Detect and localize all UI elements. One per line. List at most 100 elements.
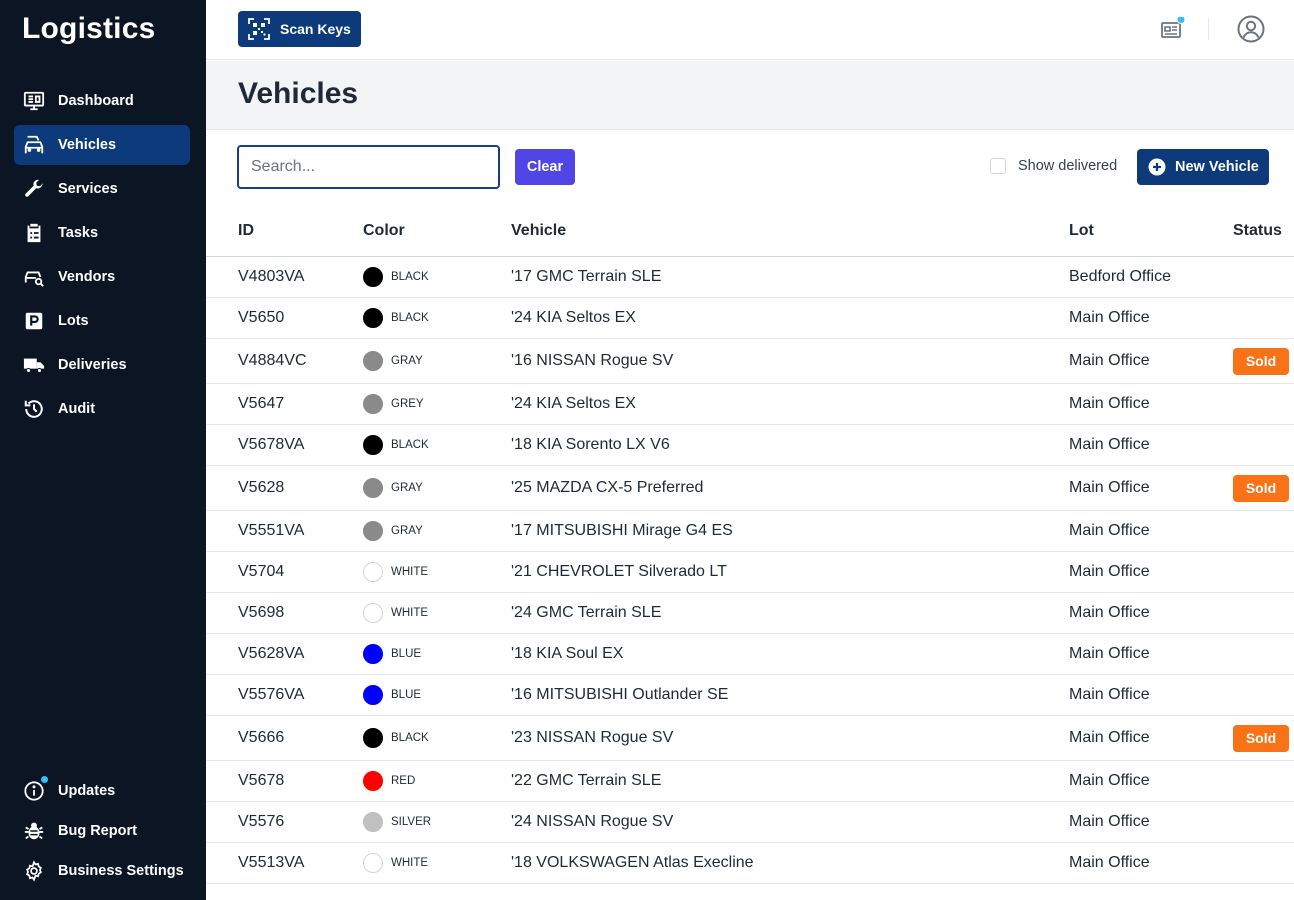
vehicle-name: '24 KIA Seltos EX bbox=[511, 309, 636, 326]
color-name: WHITE bbox=[391, 566, 429, 578]
vehicle-lot: Main Office bbox=[1069, 309, 1150, 326]
sidebar-item-label: Services bbox=[58, 181, 118, 197]
show-delivered-toggle[interactable]: Show delivered bbox=[990, 158, 1117, 174]
color-swatch bbox=[363, 685, 383, 705]
sidebar-item-bug-report[interactable]: Bug Report bbox=[14, 811, 190, 851]
color-swatch bbox=[363, 603, 383, 623]
sidebar-item-business-settings[interactable]: Business Settings bbox=[14, 851, 190, 891]
vehicle-color: BLUE bbox=[363, 634, 421, 674]
column-header-status[interactable]: Status bbox=[1233, 222, 1282, 239]
info-icon bbox=[23, 774, 50, 802]
column-header-lot[interactable]: Lot bbox=[1069, 222, 1094, 239]
table-row[interactable]: V5647 GREY '24 KIA Seltos EX Main Office bbox=[206, 384, 1294, 425]
color-swatch bbox=[363, 521, 383, 541]
color-name: SILVER bbox=[391, 816, 432, 828]
table-row[interactable]: V5576 SILVER '24 NISSAN Rogue SV Main Offic… bbox=[206, 802, 1294, 843]
search-input[interactable] bbox=[237, 145, 500, 189]
table-row[interactable]: V5628 GRAY '25 MAZDA CX-5 Preferred Main Of… bbox=[206, 466, 1294, 511]
vehicle-lot: Main Office bbox=[1069, 479, 1150, 496]
sidebar-item-services[interactable]: Services bbox=[14, 169, 190, 209]
sidebar-item-dashboard[interactable]: Dashboard bbox=[14, 81, 190, 121]
vehicle-name: '17 MITSUBISHI Mirage G4 ES bbox=[511, 522, 733, 539]
vehicle-name: '18 KIA Sorento LX V6 bbox=[511, 436, 670, 453]
table-row[interactable]: V4884VC GRAY '16 NISSAN Rogue SV Main Offic… bbox=[206, 339, 1294, 384]
color-name: GRAY bbox=[391, 482, 423, 494]
vehicle-color: WHITE bbox=[363, 552, 428, 592]
vehicle-color: BLACK bbox=[363, 257, 429, 297]
show-delivered-checkbox[interactable] bbox=[990, 158, 1006, 174]
table-row[interactable]: V5628VA BLUE '18 KIA Soul EX Main Office bbox=[206, 634, 1294, 675]
table-row[interactable]: V5576VA BLUE '16 MITSUBISHI Outlander SE Ma… bbox=[206, 675, 1294, 716]
color-name: BLACK bbox=[391, 271, 429, 283]
vehicle-color: BLACK bbox=[363, 298, 429, 338]
vehicle-name: '24 KIA Seltos EX bbox=[511, 395, 636, 412]
sidebar-item-audit[interactable]: Audit bbox=[14, 389, 190, 429]
sidebar-item-updates[interactable]: Updates bbox=[14, 771, 190, 811]
vehicle-id: V5666 bbox=[238, 729, 285, 746]
vehicle-name: '22 GMC Terrain SLE bbox=[511, 772, 662, 789]
column-header-color[interactable]: Color bbox=[363, 222, 405, 239]
vehicle-id: V5704 bbox=[238, 563, 285, 580]
color-name: BLUE bbox=[391, 648, 422, 660]
vehicle-status: Sold bbox=[1233, 716, 1289, 760]
qr-code-icon bbox=[247, 17, 271, 41]
vehicle-id: V5698 bbox=[238, 604, 285, 621]
scan-keys-button[interactable]: Scan Keys bbox=[238, 11, 361, 47]
column-header-id[interactable]: ID bbox=[238, 222, 254, 239]
plus-circle-icon bbox=[1148, 158, 1166, 176]
bug-icon bbox=[23, 820, 45, 842]
vehicle-name: '16 MITSUBISHI Outlander SE bbox=[511, 686, 729, 703]
vehicle-id: V5628VA bbox=[238, 645, 305, 662]
sidebar-item-vendors[interactable]: Vendors bbox=[14, 257, 190, 297]
table-row[interactable]: V5666 BLACK '23 NISSAN Rogue SV Main Office… bbox=[206, 716, 1294, 761]
sidebar-item-label: Vendors bbox=[58, 269, 116, 285]
color-name: BLUE bbox=[391, 689, 422, 701]
profile-button[interactable] bbox=[1236, 14, 1266, 44]
vehicle-name: '24 GMC Terrain SLE bbox=[511, 604, 662, 621]
vehicle-color: GRAY bbox=[363, 339, 423, 383]
color-name: WHITE bbox=[391, 607, 429, 619]
vehicle-name: '21 CHEVROLET Silverado LT bbox=[511, 563, 727, 580]
clear-button[interactable]: Clear bbox=[515, 149, 575, 185]
vehicle-lot: Main Office bbox=[1069, 563, 1150, 580]
vehicle-id: V5647 bbox=[238, 395, 285, 412]
sidebar-item-deliveries[interactable]: Deliveries bbox=[14, 345, 190, 385]
table-row[interactable]: V5551VA GRAY '17 MITSUBISHI Mirage G4 ES Ma… bbox=[206, 511, 1294, 552]
table-row[interactable]: V5678 RED '22 GMC Terrain SLE Main Office bbox=[206, 761, 1294, 802]
newspaper-icon bbox=[1161, 15, 1186, 38]
table-row[interactable]: V5704 WHITE '21 CHEVROLET Silverado LT Main… bbox=[206, 552, 1294, 593]
color-swatch bbox=[363, 644, 383, 664]
vendor-car-icon bbox=[23, 266, 45, 288]
vehicle-color: WHITE bbox=[363, 593, 428, 633]
vehicle-lot: Main Office bbox=[1069, 436, 1150, 453]
sidebar: Logistics Dashboard Vehicles Services Ta… bbox=[0, 0, 206, 900]
color-swatch bbox=[363, 853, 383, 873]
table-row[interactable]: V5513VA WHITE '18 VOLKSWAGEN Atlas Execlin… bbox=[206, 843, 1294, 884]
sidebar-item-tasks[interactable]: Tasks bbox=[14, 213, 190, 253]
color-name: BLACK bbox=[391, 312, 429, 324]
color-swatch bbox=[363, 351, 383, 371]
color-swatch bbox=[363, 435, 383, 455]
vehicle-color: BLUE bbox=[363, 675, 421, 715]
vehicles-table-body: V4803VA BLACK '17 GMC Terrain SLE Bedford O… bbox=[206, 257, 1294, 884]
table-row[interactable]: V5678VA BLACK '18 KIA Sorento LX V6 Main Of… bbox=[206, 425, 1294, 466]
vehicle-name: '18 VOLKSWAGEN Atlas Execline bbox=[511, 854, 754, 871]
vehicle-name: '25 MAZDA CX-5 Preferred bbox=[511, 479, 704, 496]
table-row[interactable]: V5650 BLACK '24 KIA Seltos EX Main Office bbox=[206, 298, 1294, 339]
sidebar-item-lots[interactable]: Lots bbox=[14, 301, 190, 341]
table-row[interactable]: V5698 WHITE '24 GMC Terrain SLE Main Office bbox=[206, 593, 1294, 634]
color-swatch bbox=[363, 267, 383, 287]
table-row[interactable]: V4803VA BLACK '17 GMC Terrain SLE Bedford O… bbox=[206, 257, 1294, 298]
column-header-vehicle[interactable]: Vehicle bbox=[511, 222, 567, 239]
status-badge: Sold bbox=[1233, 474, 1289, 502]
color-swatch bbox=[363, 308, 383, 328]
history-icon bbox=[23, 398, 45, 420]
new-vehicle-label: New Vehicle bbox=[1175, 159, 1259, 175]
vehicle-id: V5513VA bbox=[238, 854, 305, 871]
sidebar-item-label: Tasks bbox=[58, 225, 99, 241]
status-badge: Sold bbox=[1233, 724, 1289, 752]
new-vehicle-button[interactable]: New Vehicle bbox=[1137, 149, 1269, 185]
news-button[interactable] bbox=[1159, 15, 1186, 43]
sidebar-item-vehicles[interactable]: Vehicles bbox=[14, 125, 190, 165]
brand-title: Logistics bbox=[22, 12, 156, 45]
